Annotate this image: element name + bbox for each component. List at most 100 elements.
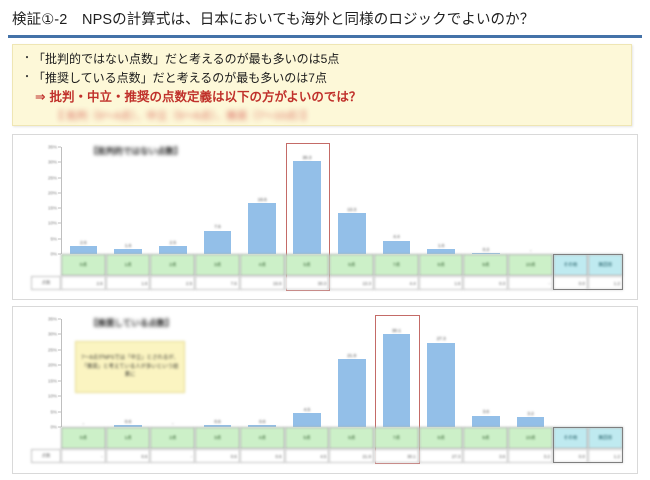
value-table-row: 点数 2.6 1.6 2.5 7.6 16.6 30.3 13.3 4.4 1.6 0.3-0.0 1… [31,276,623,290]
category-label-cell: 6点 [329,427,375,449]
category-label-cell: 3点 [195,427,240,449]
value-cell: 30.3 [284,276,330,290]
bar-column[interactable]: 1.6 [106,147,151,254]
y-axis-tick-label: 10% [47,220,57,226]
y-axis-tick-mark [58,146,61,148]
value-cell: 27.3 [418,449,464,463]
bar-rect[interactable] [69,246,98,254]
value-cell: 7.6 [195,276,240,290]
category-label-cell: 3点 [195,254,240,276]
bar-column[interactable]: 13.3 [329,147,374,254]
bar-column[interactable]: 21.9 [329,319,374,427]
y-axis-tick-mark [58,192,61,194]
extra-value-cell: 0.0 [552,276,588,290]
bar-series: - 0.6 - 0.6 0.6 4.5 21.9 30.1 27.3 3.6 3.2 [61,319,553,427]
bar-rect[interactable] [248,425,277,427]
bar-rect[interactable] [293,413,321,427]
value-cell: 2.5 [150,276,196,290]
value-table-row: 点数 -0.6-0.6 0.6 4.5 21.9 30.1 27.3 3.6 3.2 0.0 1.2 [31,449,623,463]
bar-column[interactable]: 3.6 [464,319,509,427]
y-axis-tick-label: 0% [50,251,57,257]
bar-column[interactable]: 1.6 [419,147,464,254]
bar-column[interactable]: 27.3 [419,319,464,427]
y-axis-tick-mark [58,207,61,209]
y-axis-tick-mark [58,253,61,255]
bullet-marker-icon: ・ [22,72,32,83]
y-axis-tick-mark [58,177,61,179]
chart-title: 【批判的ではない点数】 [89,146,183,156]
bar-value-label: - [529,247,532,253]
bar-value-label: 0.6 [259,418,266,424]
bar-rect[interactable] [293,161,321,254]
value-cell: - [150,449,196,463]
bar-series: 2.6 1.6 2.5 7.6 16.6 30.3 13.3 4.4 1.6 0.3 - [61,147,553,254]
bar-rect[interactable] [382,334,411,427]
bar-column[interactable]: 4.5 [285,319,330,427]
bar-rect[interactable] [158,246,187,254]
extra-category-label-cell: 無回答 [587,427,623,449]
callout-bullet-1-text: 「批判的ではない点数」だと考えるのが最も多いのは5点 [33,52,340,66]
bar-column[interactable]: 30.1 [374,319,419,427]
bar-rect[interactable] [472,415,500,427]
value-cell: 3.2 [508,449,553,463]
bar-rect[interactable] [203,230,232,254]
bar-value-label: 4.5 [303,406,311,412]
bar-rect[interactable] [114,249,142,254]
bar-rect[interactable] [382,240,411,254]
category-label-cell: 7点 [374,254,419,276]
category-label-cell: 8点 [418,427,464,449]
y-axis-tick-mark [58,349,61,351]
value-cell: 0.6 [105,449,151,463]
bar-column[interactable]: 0.6 [106,319,151,427]
y-axis-tick-label: 20% [47,190,57,196]
bar-value-label: 21.9 [347,352,357,358]
bar-rect[interactable] [427,342,456,427]
bar-rect[interactable] [337,213,366,254]
category-label-cell: 5点 [284,427,330,449]
category-label-row: 0点 1点 2点 3点 4点 5点 6点 7点 8点 9点 10点 その他 無回答 [61,254,623,276]
bar-column[interactable]: 2.6 [61,147,106,254]
bar-column[interactable]: 0.6 [240,319,285,427]
bar-rect[interactable] [114,425,142,427]
bar-column[interactable]: 0.6 [195,319,240,427]
callout-bullet-2-text: 「推奨している点数」だと考えるのが最も多いのは7点 [33,71,327,85]
bullet-marker-icon: ・ [22,53,32,64]
category-label-cell: 6点 [329,254,375,276]
value-cell: 1.6 [418,276,464,290]
bar-value-label: - [82,420,85,426]
value-cell: 4.5 [284,449,330,463]
bar-column[interactable]: - [61,319,106,427]
bar-rect[interactable] [427,249,456,254]
bar-rect[interactable] [248,203,277,254]
category-label-cell: 10点 [508,254,553,276]
y-axis-tick-label: 5% [50,236,57,242]
value-row-header: 点数 [31,276,61,290]
y-axis-line [61,147,62,254]
bar-value-label: 3.6 [482,409,490,415]
category-label-cell: 2点 [150,254,196,276]
bar-column[interactable]: 16.6 [240,147,285,254]
bar-value-label: 30.3 [302,154,312,160]
bar-rect[interactable] [516,417,545,427]
bar-rect[interactable] [203,425,232,427]
category-label-cell: 7点 [374,427,419,449]
bar-value-label: 1.6 [124,242,132,248]
bar-rect[interactable] [472,253,500,254]
bar-value-label: 30.1 [391,327,401,333]
bar-column[interactable]: 30.3 [285,147,330,254]
bar-column[interactable]: - [508,147,553,254]
bar-column[interactable]: 7.6 [195,147,240,254]
bar-column[interactable]: 3.2 [508,319,553,427]
bar-column[interactable]: - [150,319,195,427]
category-label-cell: 8点 [418,254,464,276]
bar-column[interactable]: 4.4 [374,147,419,254]
bar-rect[interactable] [337,359,366,427]
value-cell: 2.6 [61,276,106,290]
y-axis-tick-mark [58,222,61,224]
y-axis: 35% 30% 25% 20% 15% 10% 5% 0% [13,135,61,257]
bar-column[interactable]: 2.5 [150,147,195,254]
y-axis-tick-mark [58,411,61,413]
y-axis-tick-mark [58,426,61,428]
value-cell: 3.6 [463,449,509,463]
bar-column[interactable]: 0.3 [464,147,509,254]
